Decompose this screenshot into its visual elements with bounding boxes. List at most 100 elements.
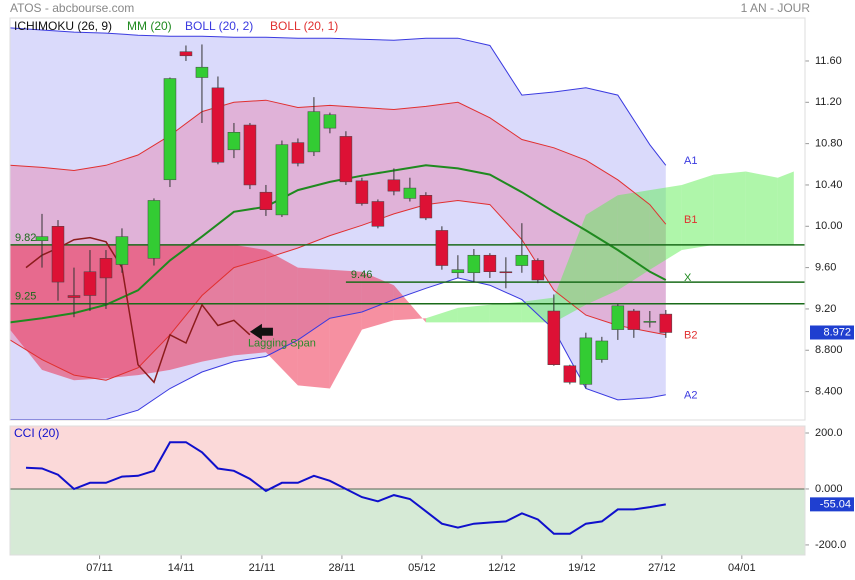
cci-panel bbox=[10, 426, 805, 555]
cci-line bbox=[25, 441, 666, 535]
candle-body bbox=[35, 236, 49, 241]
candle-body bbox=[115, 236, 129, 265]
x-tick-label: 21/11 bbox=[249, 562, 276, 574]
candle-body bbox=[451, 269, 465, 274]
candle-body bbox=[467, 254, 481, 274]
panel-frame bbox=[9, 17, 806, 421]
last-value-label: 8.972 bbox=[823, 326, 851, 338]
cloud-segment bbox=[329, 269, 362, 389]
candle-body bbox=[563, 365, 577, 383]
zone-below bbox=[10, 488, 805, 555]
candle-body bbox=[547, 310, 561, 365]
zone-above bbox=[10, 426, 805, 489]
candle-body bbox=[595, 340, 609, 360]
candle-body bbox=[323, 114, 337, 129]
y-tick-label: -200.0 bbox=[815, 539, 846, 551]
candle-body bbox=[99, 258, 113, 279]
cloud-segment bbox=[74, 244, 106, 381]
candle-body bbox=[259, 191, 273, 211]
candle-body bbox=[435, 230, 449, 266]
candle-body bbox=[355, 180, 369, 204]
candle-body bbox=[579, 337, 593, 385]
candle-body bbox=[339, 136, 353, 183]
x-tick-label: 27/12 bbox=[648, 562, 676, 574]
level-label: 9.46 bbox=[351, 269, 372, 281]
candle-body bbox=[419, 195, 433, 219]
lagging-arrow bbox=[249, 323, 273, 340]
axes: A1 A2 B1 B2 X 11.60 11.20 10.80 10.40 10.00 9.60 9.… bbox=[9, 17, 854, 574]
candle-body bbox=[275, 144, 289, 216]
band-end-label: A2 bbox=[684, 390, 697, 402]
band-end-label: B2 bbox=[684, 330, 697, 342]
candle-body bbox=[483, 254, 497, 272]
level-label: 9.25 bbox=[15, 291, 36, 303]
cloud-segment bbox=[170, 244, 202, 370]
band-upper bbox=[10, 27, 667, 166]
last-value-label: -55.04 bbox=[820, 498, 851, 510]
band-upper bbox=[10, 99, 667, 225]
cloud-segment bbox=[713, 171, 746, 245]
x-tick-label: 19/12 bbox=[568, 562, 596, 574]
candle-body bbox=[147, 200, 161, 259]
candle-body bbox=[227, 132, 241, 151]
y-tick-label: 8.400 bbox=[815, 385, 843, 397]
last-value-tag bbox=[810, 325, 854, 340]
cloud-segment bbox=[777, 171, 794, 245]
candle-body bbox=[659, 313, 673, 333]
candle-body bbox=[195, 66, 209, 78]
lagging-label: Lagging Span bbox=[248, 338, 316, 350]
candle-body bbox=[291, 142, 305, 164]
period: 1 AN - JOUR bbox=[741, 1, 811, 15]
candle-body bbox=[627, 310, 641, 330]
legend-entry: MM (20) bbox=[127, 19, 172, 33]
y-tick-label: 10.80 bbox=[815, 138, 843, 150]
candle-body bbox=[243, 124, 257, 186]
y-tick-label: 10.00 bbox=[815, 220, 843, 232]
cloud-segment bbox=[297, 267, 330, 389]
y-tick-label: 11.60 bbox=[815, 55, 842, 67]
x-tick-label: 04/01 bbox=[728, 562, 756, 574]
candle-body bbox=[515, 254, 529, 266]
cloud-segment bbox=[585, 195, 618, 305]
x-tick-label: 05/12 bbox=[408, 562, 436, 574]
candle-body bbox=[387, 179, 401, 192]
x-tick-label: 12/12 bbox=[488, 562, 516, 574]
last-value-tag bbox=[810, 497, 854, 512]
y-tick-label: 0.000 bbox=[815, 483, 843, 495]
y-tick-label: 9.60 bbox=[815, 262, 836, 274]
x-tick-label: 14/11 bbox=[168, 562, 195, 574]
panel-frame bbox=[9, 425, 806, 556]
candle-body bbox=[643, 321, 657, 323]
candle-body bbox=[371, 201, 385, 227]
level-label: 9.82 bbox=[15, 232, 36, 244]
x-tick-label: 07/11 bbox=[86, 562, 113, 574]
candle-body bbox=[211, 87, 225, 163]
y-tick-label: 11.20 bbox=[815, 96, 842, 108]
candle-body bbox=[499, 271, 513, 274]
candle-body bbox=[83, 271, 97, 296]
legend-entry: ICHIMOKU (26, 9) bbox=[14, 19, 112, 33]
band-lower bbox=[10, 277, 666, 420]
cloud-segment bbox=[10, 244, 42, 370]
cloud-segment bbox=[106, 244, 138, 379]
price-panel: 9.82 9.25 9.46 Lagging Span bbox=[10, 27, 805, 420]
cloud-segment bbox=[42, 244, 74, 381]
cloud-segment bbox=[489, 301, 522, 323]
line-end-label: X bbox=[684, 272, 692, 284]
cloud-segment bbox=[265, 250, 298, 386]
x-tick-label: 28/11 bbox=[329, 562, 356, 574]
cloud-segment bbox=[553, 214, 586, 323]
chart-title: ATOS - abcbourse.com bbox=[10, 1, 134, 15]
cloud-segment bbox=[681, 174, 714, 250]
y-tick-label: 8.800 bbox=[815, 344, 843, 356]
band-lower bbox=[10, 199, 666, 381]
cloud-segment bbox=[393, 285, 426, 323]
y-tick-label: 10.40 bbox=[815, 179, 843, 191]
candle-body bbox=[307, 111, 321, 153]
cloud-segment bbox=[425, 307, 458, 323]
legend-entry: BOLL (20, 2) bbox=[185, 19, 253, 33]
legend-entry: BOLL (20, 1) bbox=[270, 19, 338, 33]
cloud-segment bbox=[361, 271, 394, 330]
candle-body bbox=[51, 226, 65, 283]
